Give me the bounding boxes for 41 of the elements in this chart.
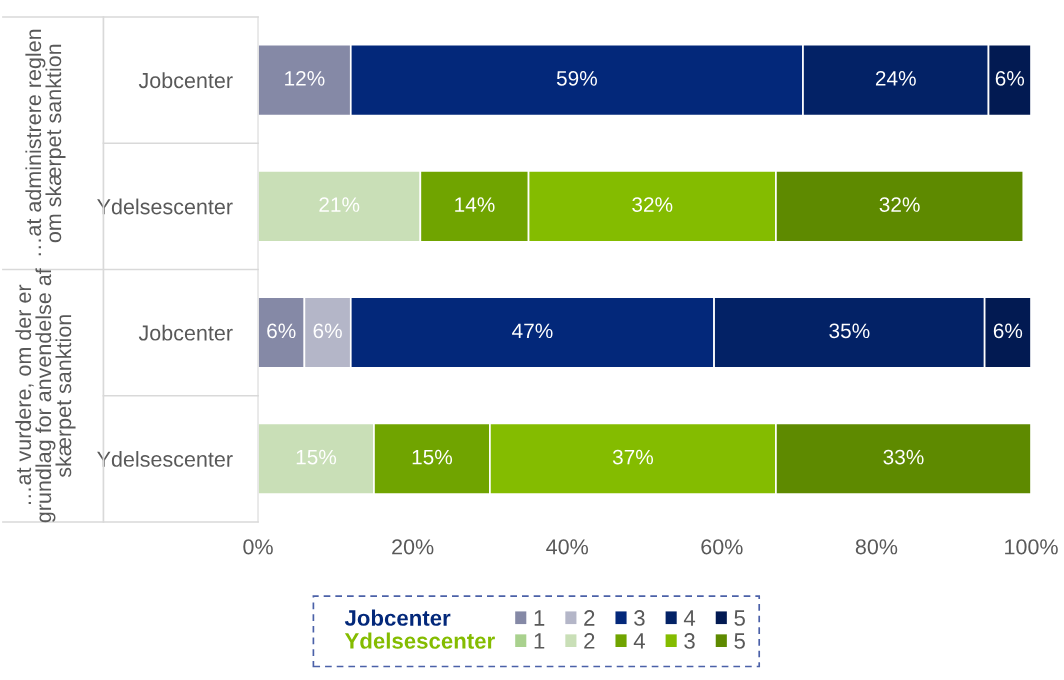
- legend-label: 4: [683, 610, 696, 626]
- legend-label: 3: [634, 610, 645, 626]
- data-label: 14%: [455, 197, 495, 212]
- legend-label: 3: [684, 633, 695, 649]
- data-label: 47%: [512, 323, 553, 339]
- legend-label: 4: [633, 633, 645, 649]
- data-label: 15%: [412, 449, 453, 465]
- data-label: 59%: [556, 70, 597, 86]
- y-tick-label: Jobcenter: [138, 324, 233, 341]
- text: Jobcenter: [344, 609, 451, 626]
- data-label: 6%: [993, 323, 1023, 339]
- text: …at vurdere, om der er grundlag for anvendelse af skærpet sanktion: [15, 268, 76, 523]
- data-label: 6%: [313, 323, 342, 339]
- x-tick-label: 80%: [855, 539, 898, 555]
- y-tick-label: Ydelsescenter: [97, 198, 233, 215]
- data-label: 24%: [875, 70, 916, 86]
- text: Ydelsescenter: [344, 632, 495, 649]
- x-tick-label: 20%: [392, 539, 434, 555]
- legend-label: 5: [734, 633, 745, 649]
- x-tick-label: 60%: [701, 539, 743, 555]
- x-tick-label: 100%: [1005, 539, 1058, 555]
- legend-label: 5: [734, 610, 745, 626]
- data-label: 32%: [879, 197, 920, 212]
- y-tick-label: Ydelsescenter: [97, 451, 233, 467]
- x-tick-label: 0%: [243, 539, 273, 555]
- data-label: 37%: [612, 449, 654, 465]
- legend-label: 2: [584, 610, 595, 626]
- text: …at administrere reglen om skærpet sanktion: [25, 29, 66, 256]
- data-label: 35%: [829, 323, 870, 339]
- data-label: 15%: [296, 449, 337, 465]
- data-label: 33%: [883, 449, 924, 465]
- data-label: 6%: [267, 323, 296, 339]
- data-label: 21%: [319, 197, 360, 212]
- data-label: 12%: [285, 70, 325, 86]
- legend-label: 1: [534, 610, 545, 626]
- legend-label: 2: [584, 633, 595, 649]
- x-tick-label: 40%: [546, 539, 588, 555]
- data-label: 32%: [632, 197, 673, 212]
- data-label: 6%: [995, 70, 1025, 86]
- legend-label: 1: [534, 633, 545, 649]
- y-tick-label: Jobcenter: [138, 72, 233, 89]
